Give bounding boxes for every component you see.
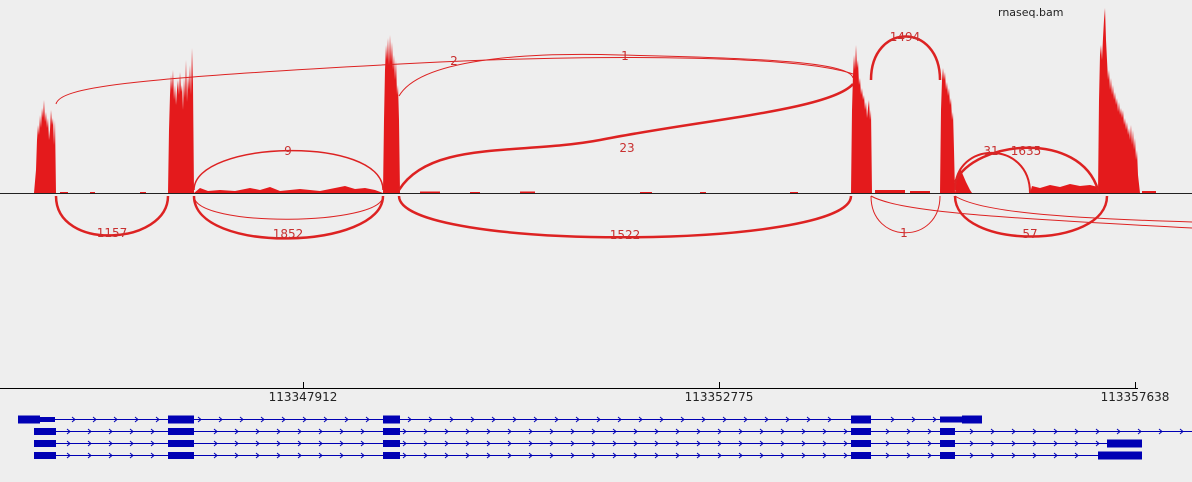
axis-tick-label-2: 113352775 bbox=[685, 390, 754, 404]
track-name: rnaseq.bam bbox=[998, 6, 1063, 19]
transcript-exon bbox=[940, 428, 955, 435]
junction-label-57: 57 bbox=[1022, 227, 1037, 241]
transcript-exon bbox=[40, 417, 55, 422]
transcript-exon bbox=[168, 452, 194, 459]
junction-label-1157: 1157 bbox=[97, 226, 128, 240]
coverage-peak-exon-4 bbox=[851, 45, 872, 193]
junction-arc-offscreen-1 bbox=[871, 196, 1192, 228]
transcript-exon bbox=[383, 416, 400, 424]
junction-label-1635: 1635 bbox=[1011, 144, 1042, 158]
junction-label-1494: 1494 bbox=[890, 30, 921, 44]
transcript-exon bbox=[34, 452, 56, 459]
coverage-intron-2 bbox=[194, 186, 383, 193]
junction-label-1-below: 1 bbox=[900, 226, 908, 240]
junction-label-1-above: 1 bbox=[621, 49, 629, 63]
genomic-axis: 113347912 113352775 113357638 bbox=[0, 382, 1169, 404]
transcript-exon bbox=[18, 416, 40, 424]
junction-arc-offscreen-2 bbox=[955, 196, 1192, 222]
junction-label-1852: 1852 bbox=[273, 227, 304, 241]
transcript-exon bbox=[168, 440, 194, 447]
coverage-peak-exon-6 bbox=[1098, 8, 1140, 193]
transcript-exon bbox=[168, 428, 194, 435]
transcript-models bbox=[18, 416, 1192, 460]
transcript-1[interactable] bbox=[18, 416, 982, 424]
coverage-peak-exon-5 bbox=[940, 68, 955, 193]
transcript-4[interactable] bbox=[34, 452, 1142, 460]
junction-arc-23 bbox=[399, 84, 853, 190]
transcript-exon bbox=[851, 440, 871, 447]
junction-label-23: 23 bbox=[619, 141, 634, 155]
transcript-3[interactable] bbox=[34, 440, 1142, 448]
coverage-peak-exon-2 bbox=[168, 48, 194, 193]
junction-label-31: 31 bbox=[983, 144, 998, 158]
transcript-exon bbox=[851, 452, 871, 459]
transcript-exon bbox=[34, 428, 56, 435]
transcript-exon bbox=[940, 452, 955, 459]
junction-label-1522: 1522 bbox=[610, 228, 641, 242]
transcript-exon bbox=[1098, 452, 1142, 460]
axis-tick-label-1: 113347912 bbox=[269, 390, 338, 404]
axis-tick-label-3: 113357638 bbox=[1101, 390, 1170, 404]
transcript-exon bbox=[383, 452, 400, 459]
transcript-exon bbox=[940, 417, 962, 423]
transcript-exon bbox=[962, 416, 982, 424]
junction-label-2: 2 bbox=[450, 54, 458, 68]
transcript-exon bbox=[34, 440, 56, 447]
coverage-peak-exon-1 bbox=[34, 100, 56, 193]
transcript-exon bbox=[1107, 440, 1142, 448]
coverage-track bbox=[0, 8, 1192, 194]
transcript-exon bbox=[383, 440, 400, 447]
transcript-exon bbox=[168, 416, 194, 424]
junction-label-9: 9 bbox=[284, 144, 292, 158]
transcript-exon bbox=[940, 440, 955, 447]
junction-arc-secondary-1852 bbox=[194, 196, 383, 219]
coverage-intron-1 bbox=[1030, 184, 1098, 193]
coverage-peak-exon-3 bbox=[383, 35, 400, 193]
transcript-exon bbox=[851, 416, 871, 424]
transcript-exon bbox=[851, 428, 871, 435]
transcript-exon bbox=[383, 428, 400, 435]
transcript-2[interactable] bbox=[34, 428, 1192, 435]
